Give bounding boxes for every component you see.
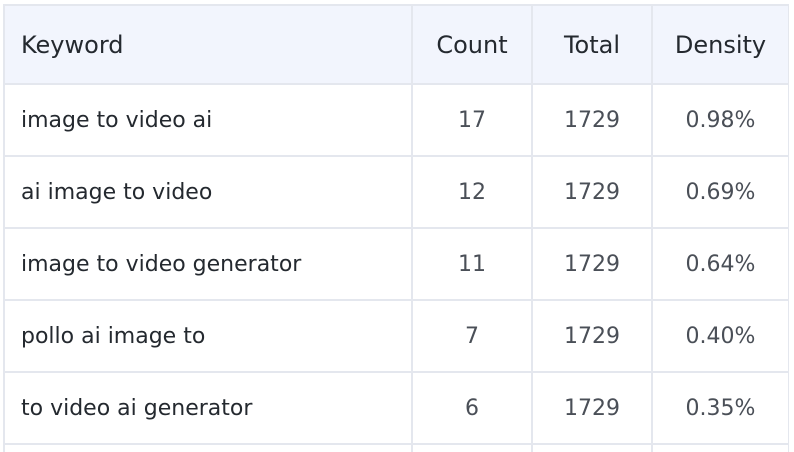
density-cell: 0.35% (652, 372, 789, 445)
total-cell: 1729 (532, 84, 653, 157)
keyword-cell: image to video generator (5, 228, 413, 301)
density-cell: 0.98% (652, 84, 789, 157)
column-header-total[interactable]: Total (532, 6, 653, 85)
density-cell: 0.69% (652, 156, 789, 229)
column-header-count[interactable]: Count (412, 6, 533, 85)
keyword-cell (5, 444, 413, 452)
total-cell: 1729 (532, 228, 653, 301)
total-cell: 1729 (532, 156, 653, 229)
table-row-partial (5, 444, 789, 452)
count-cell: 7 (412, 300, 533, 373)
keyword-cell: pollo ai image to (5, 300, 413, 373)
total-cell: 1729 (532, 300, 653, 373)
keyword-cell: ai image to video (5, 156, 413, 229)
table-row: image to video generator 11 1729 0.64% (5, 228, 789, 301)
count-cell: 11 (412, 228, 533, 301)
table-row: pollo ai image to 7 1729 0.40% (5, 300, 789, 373)
keyword-cell: to video ai generator (5, 372, 413, 445)
total-cell: 1729 (532, 372, 653, 445)
table-row: ai image to video 12 1729 0.69% (5, 156, 789, 229)
count-cell (412, 444, 533, 452)
count-cell: 6 (412, 372, 533, 445)
count-cell: 17 (412, 84, 533, 157)
column-header-keyword[interactable]: Keyword (5, 6, 413, 85)
total-cell (532, 444, 653, 452)
count-cell: 12 (412, 156, 533, 229)
density-cell: 0.40% (652, 300, 789, 373)
table-row: image to video ai 17 1729 0.98% (5, 84, 789, 157)
table-row: to video ai generator 6 1729 0.35% (5, 372, 789, 445)
keyword-density-table-container: Keyword Count Total Density image to vid… (3, 4, 789, 452)
column-header-density[interactable]: Density (652, 6, 789, 85)
keyword-cell: image to video ai (5, 84, 413, 157)
density-cell: 0.64% (652, 228, 789, 301)
table-header-row: Keyword Count Total Density (5, 6, 789, 85)
density-cell (652, 444, 789, 452)
keyword-density-table: Keyword Count Total Density image to vid… (5, 6, 789, 452)
